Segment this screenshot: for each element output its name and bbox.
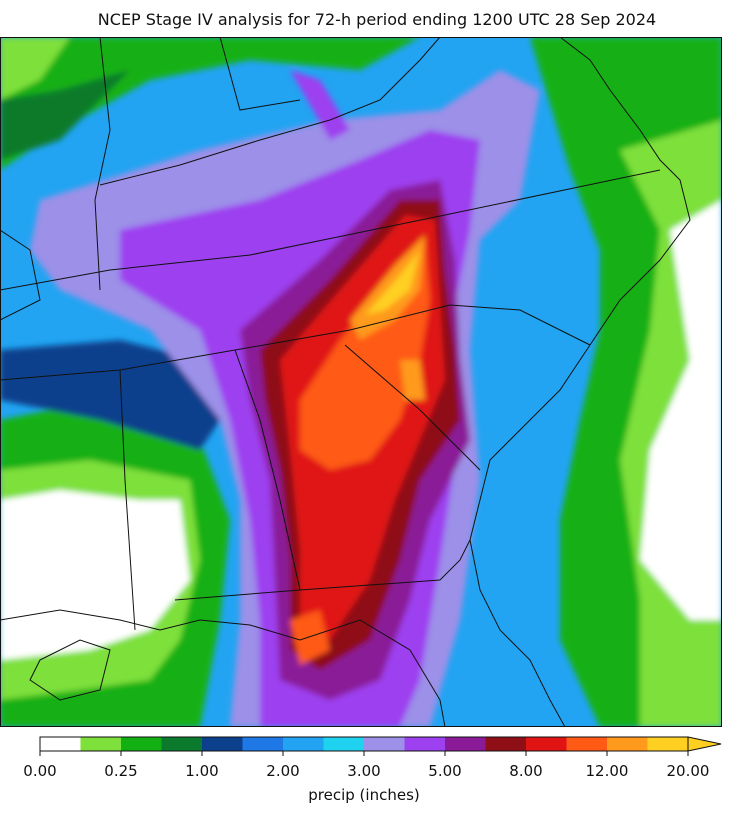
colorbar-segment <box>566 737 608 751</box>
colorbar-segment <box>647 737 689 751</box>
white-field <box>640 200 722 620</box>
colorbar-tick-label: 3.00 <box>347 762 380 780</box>
state-boundary <box>344 344 481 471</box>
colorbar-label: precip (inches) <box>308 786 419 804</box>
state-boundary <box>0 169 661 291</box>
lightgreen-field <box>0 37 70 100</box>
coastline <box>559 37 691 346</box>
purple-field <box>290 70 350 140</box>
precip-map <box>0 37 722 727</box>
colorbar-segment <box>80 737 122 751</box>
colorbar-segment <box>202 737 243 751</box>
orange-field <box>400 360 425 400</box>
colorbar-tick-label: 0.00 <box>23 762 56 780</box>
yellow-field <box>365 250 420 315</box>
colorbar-tick-label: 5.00 <box>428 762 461 780</box>
colorbar: 0.00 0.25 1.00 2.00 3.00 5.00 8.00 12.00 20.00 <box>23 736 722 780</box>
colorbar-segment <box>283 737 324 751</box>
coastline <box>29 639 111 701</box>
colorbar-segment <box>40 737 81 751</box>
colorbar-extension <box>687 736 722 752</box>
colorbar-segment <box>526 737 567 751</box>
colorbar-segment <box>364 737 405 751</box>
colorbar-tick-label: 1.00 <box>185 762 218 780</box>
colorbar-segment <box>607 737 648 751</box>
colorbar-tick-label: 0.25 <box>104 762 137 780</box>
map-frame <box>0 37 722 727</box>
colorbar-tick-label: 2.00 <box>266 762 299 780</box>
colorbar-segment <box>242 737 284 751</box>
colorbar-tick-label: 12.00 <box>586 762 629 780</box>
state-boundary <box>0 229 41 321</box>
state-boundary <box>174 589 301 601</box>
green-field <box>0 37 420 170</box>
navy-field <box>0 340 220 450</box>
state-boundary <box>119 369 136 631</box>
colorbar-segment <box>485 737 527 751</box>
colorbar-segment <box>161 737 203 751</box>
orange-red-field <box>290 610 330 665</box>
precip-fields <box>0 37 722 727</box>
state-boundary <box>94 37 111 291</box>
darkgreen-field <box>0 70 130 160</box>
colorbar-tick-label: 8.00 <box>509 762 542 780</box>
colorbar-segment <box>445 737 486 751</box>
colorbar-segment <box>404 737 446 751</box>
state-boundary <box>439 539 471 581</box>
white-field <box>0 490 190 660</box>
colorbar-segment <box>121 737 162 751</box>
state-boundary <box>99 37 441 186</box>
state-boundary <box>234 349 441 591</box>
boundaries <box>0 37 691 727</box>
colorbar-segment <box>323 737 365 751</box>
map-title: NCEP Stage IV analysis for 72-h period e… <box>98 10 656 29</box>
state-boundary <box>219 37 301 111</box>
coastline <box>0 609 446 727</box>
colorbar-tick-label: 20.00 <box>667 762 710 780</box>
